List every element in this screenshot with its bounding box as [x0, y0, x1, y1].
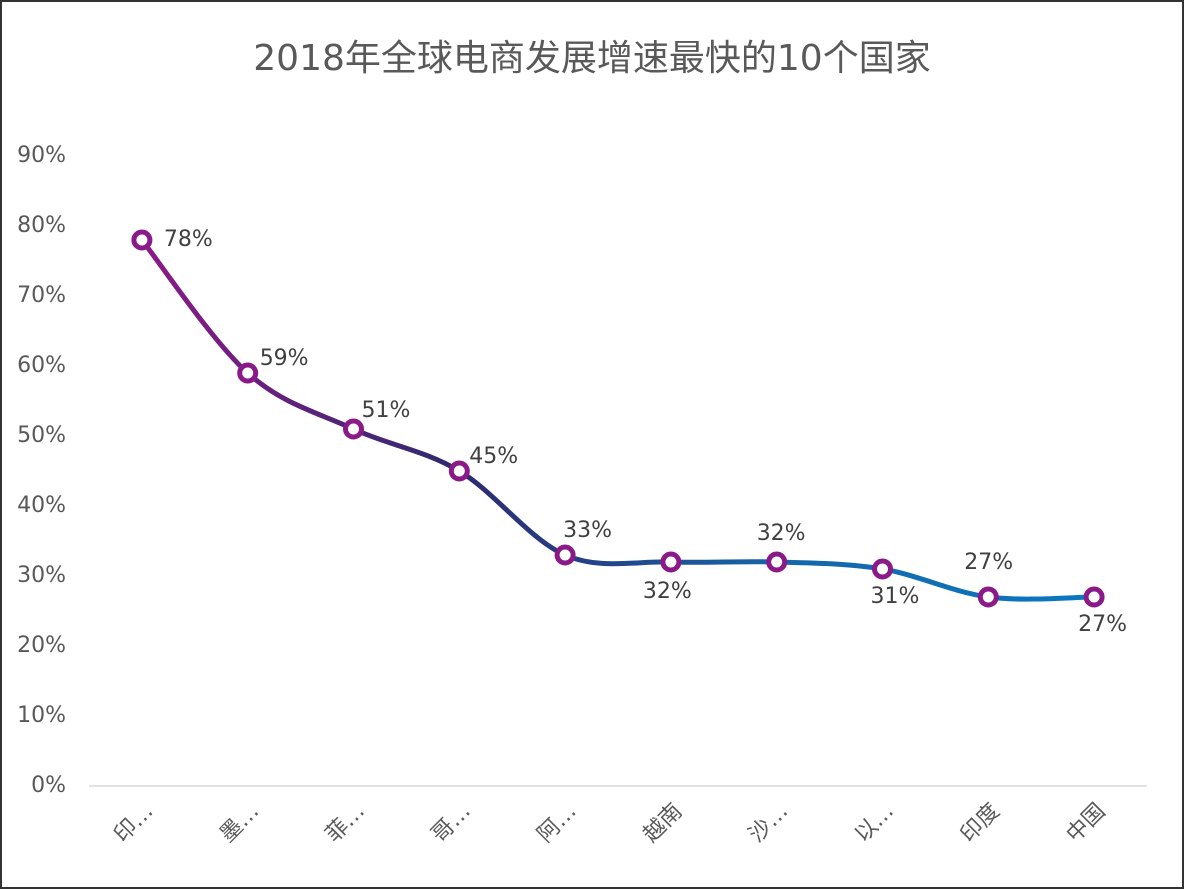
marker: [872, 558, 893, 580]
marker: [1083, 586, 1105, 608]
marker: [977, 586, 999, 608]
data-label: 51%: [362, 398, 411, 423]
data-label: 33%: [563, 518, 612, 543]
data-label: 32%: [643, 579, 692, 604]
y-tick-label: 40%: [17, 493, 66, 518]
marker: [343, 418, 364, 440]
y-tick-label: 60%: [17, 353, 66, 378]
y-tick-label: 10%: [17, 703, 66, 728]
chart-title: 2018年全球电商发展增速最快的10个国家: [253, 38, 930, 79]
data-label: 27%: [1078, 612, 1127, 637]
y-tick-label: 20%: [17, 633, 66, 658]
y-tick-label: 50%: [17, 423, 66, 448]
y-tick-label: 80%: [17, 213, 66, 238]
data-label: 31%: [871, 584, 920, 609]
data-label: 32%: [757, 521, 806, 546]
data-label: 27%: [964, 550, 1013, 575]
marker: [554, 544, 576, 566]
marker: [237, 362, 259, 384]
y-tick-label: 30%: [17, 563, 66, 588]
marker: [448, 460, 470, 482]
series-line: [139, 237, 1097, 602]
y-tick-label: 70%: [17, 283, 66, 308]
marker: [766, 551, 788, 573]
data-label: 78%: [164, 227, 213, 252]
data-label: 45%: [469, 444, 518, 469]
y-tick-label: 90%: [17, 143, 66, 168]
marker: [660, 551, 682, 573]
marker: [131, 229, 153, 251]
data-label: 59%: [260, 346, 309, 371]
y-tick-label: 0%: [31, 773, 66, 798]
